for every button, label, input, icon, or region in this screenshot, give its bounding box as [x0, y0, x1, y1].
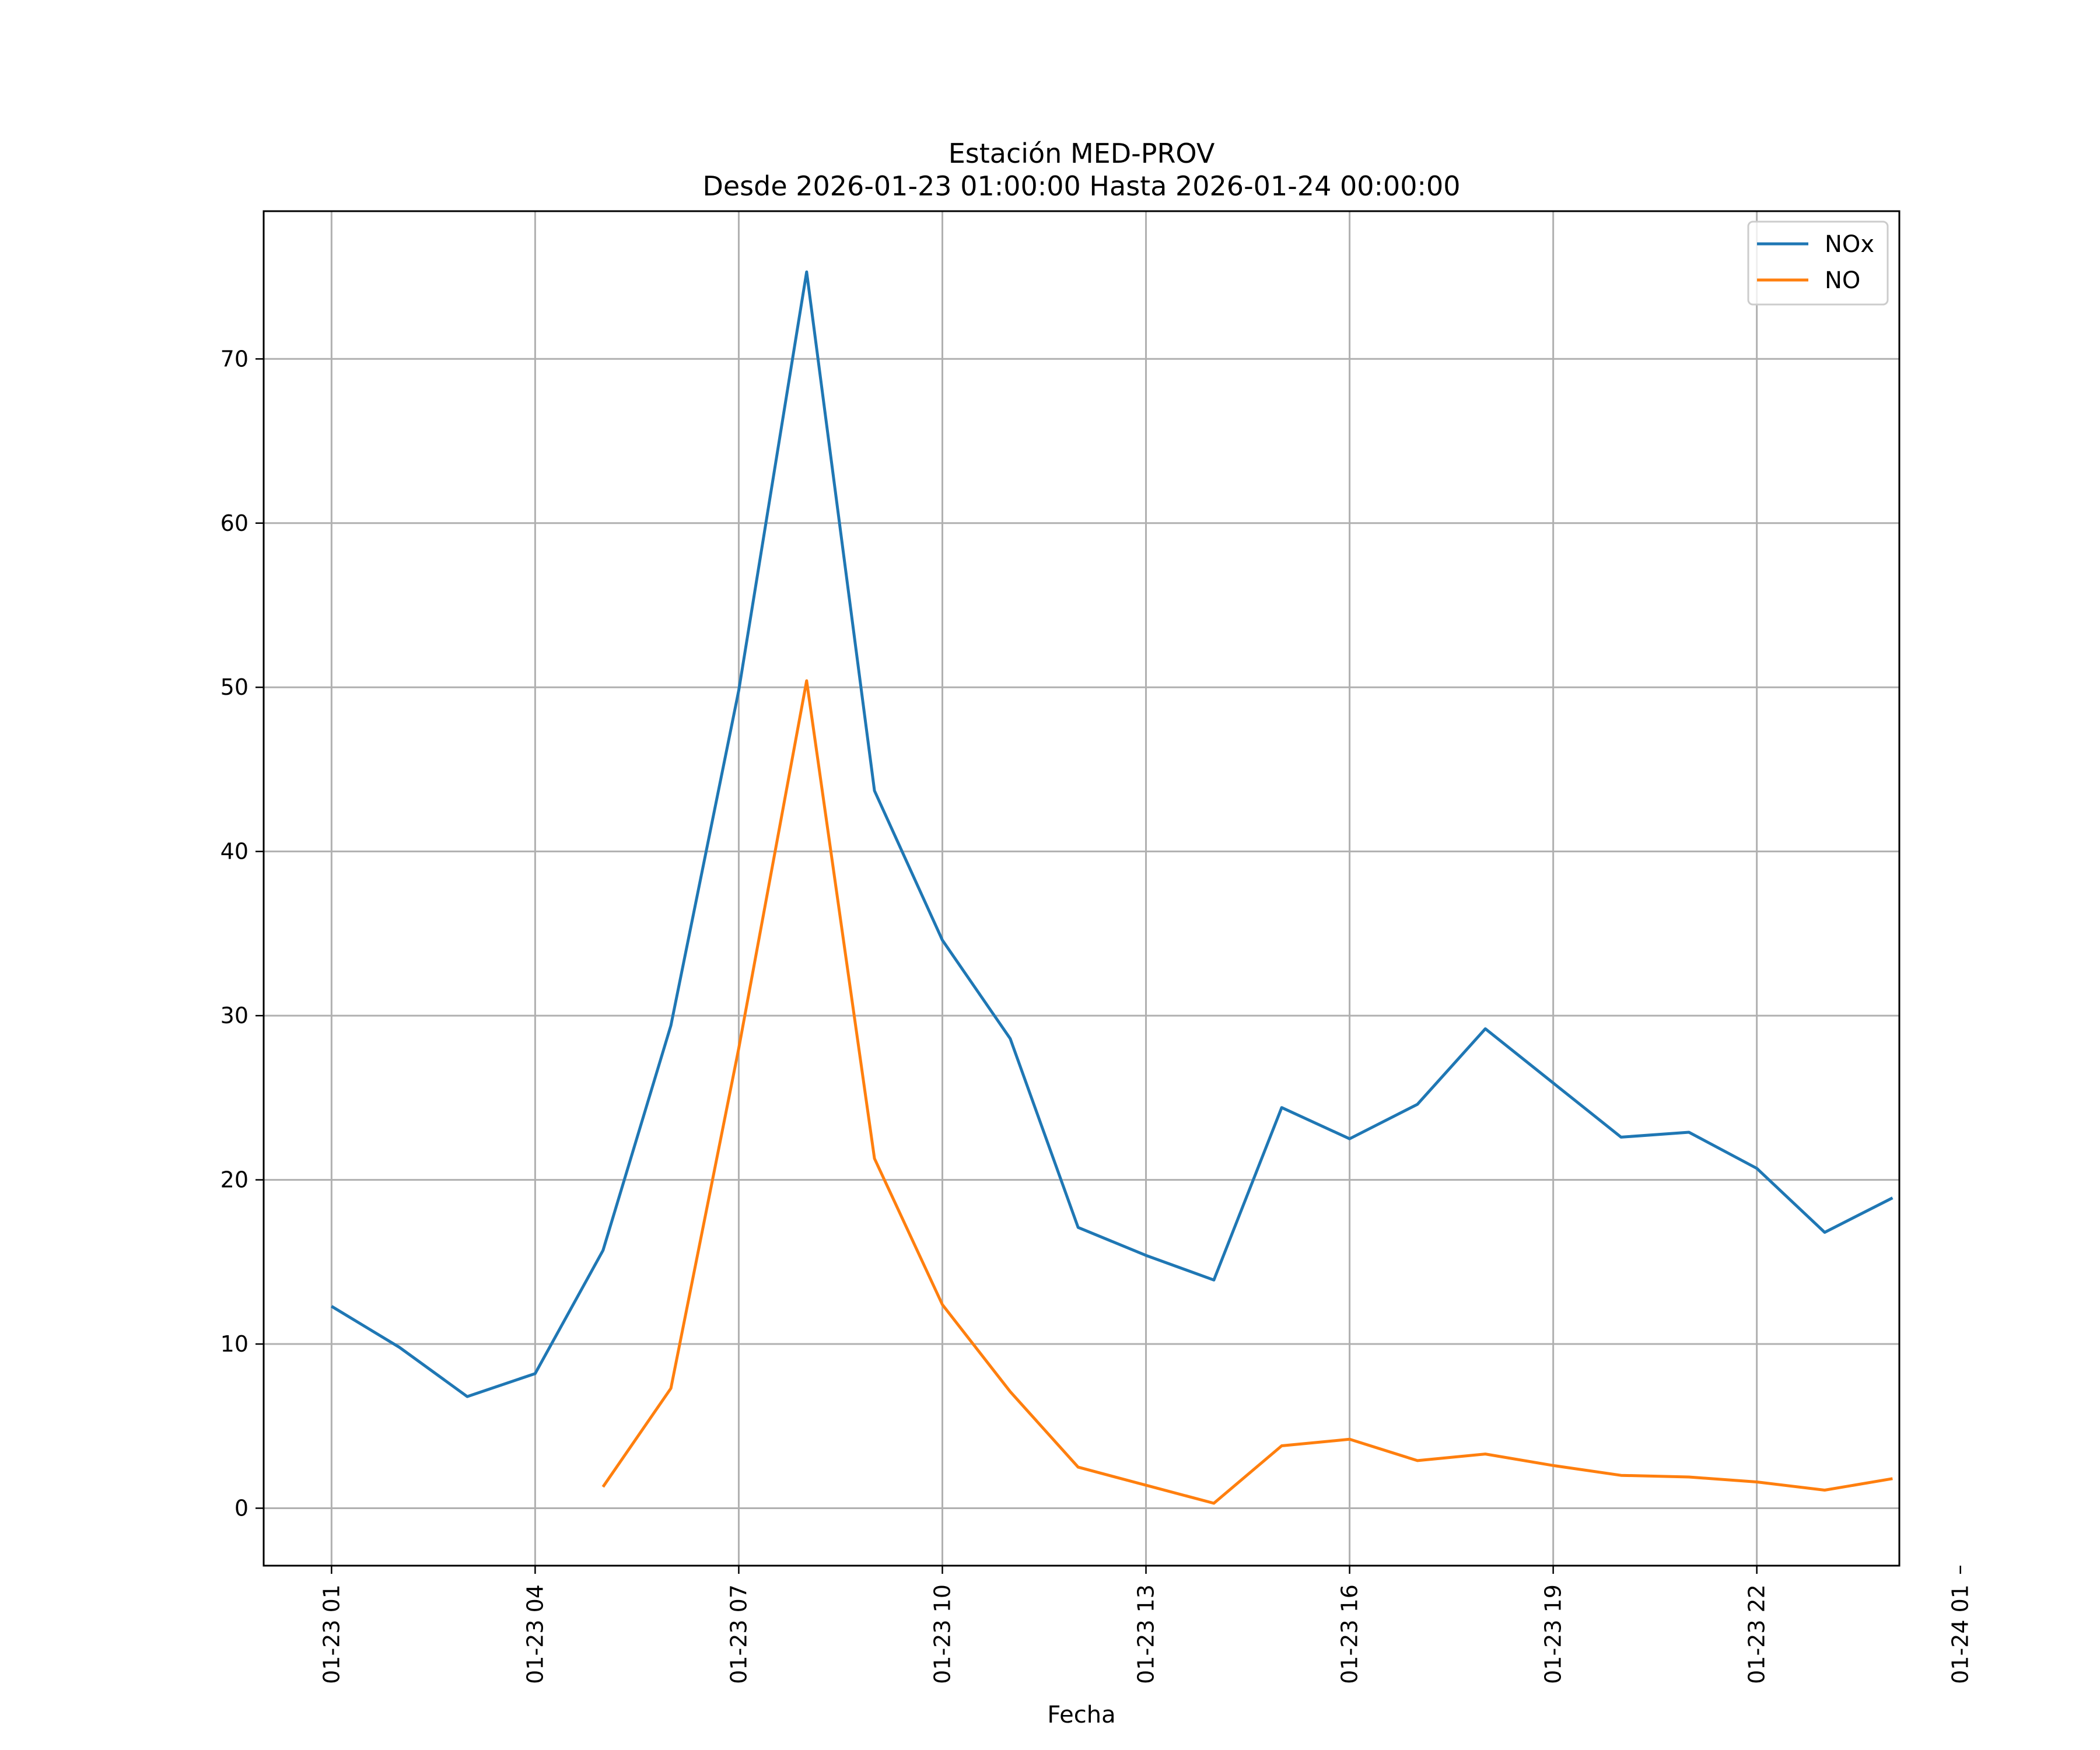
y-tick-label: 0	[235, 1495, 249, 1521]
x-tick-label: 01-23 01	[318, 1584, 344, 1684]
x-tick-label: 01-23 13	[1133, 1584, 1159, 1684]
series-line-no	[601, 679, 1893, 1505]
x-tick-label: 01-23 19	[1541, 1584, 1566, 1684]
y-tick-label: 20	[220, 1167, 249, 1193]
y-tick-label: 10	[220, 1331, 249, 1357]
grid	[264, 211, 1899, 1566]
chart-title-line1: Estación MED-PROV	[949, 138, 1215, 169]
y-tick-label: 50	[220, 674, 249, 700]
x-tick-label: 01-23 22	[1744, 1584, 1770, 1684]
x-tick-label: 01-24 01	[1948, 1584, 1973, 1684]
plot-area-frame	[262, 210, 1901, 1567]
y-tick-label: 70	[220, 346, 249, 372]
x-tick-label: 01-23 04	[522, 1584, 548, 1684]
series-lines	[331, 270, 1894, 1505]
x-tick-label: 01-23 10	[929, 1584, 955, 1684]
legend: NOx NO	[1747, 220, 1889, 306]
y-tick-label: 40	[220, 839, 249, 864]
legend-label-no: NO	[1825, 267, 1860, 294]
chart-title-line2: Desde 2026-01-23 01:00:00 Hasta 2026-01-…	[702, 170, 1460, 202]
y-tick-label: 60	[220, 510, 249, 536]
x-tick-label: 01-23 07	[726, 1584, 751, 1684]
x-axis-label: Fecha	[1047, 1702, 1115, 1728]
axis-ticks: 01-23 01 01-23 04 01-23 07 01-23 10 01-23 13…	[220, 346, 1973, 1684]
legend-label-nox: NOx	[1825, 231, 1874, 258]
series-line-nox	[331, 270, 1894, 1398]
y-tick-label: 30	[220, 1003, 249, 1028]
x-tick-label: 01-23 16	[1337, 1584, 1363, 1684]
